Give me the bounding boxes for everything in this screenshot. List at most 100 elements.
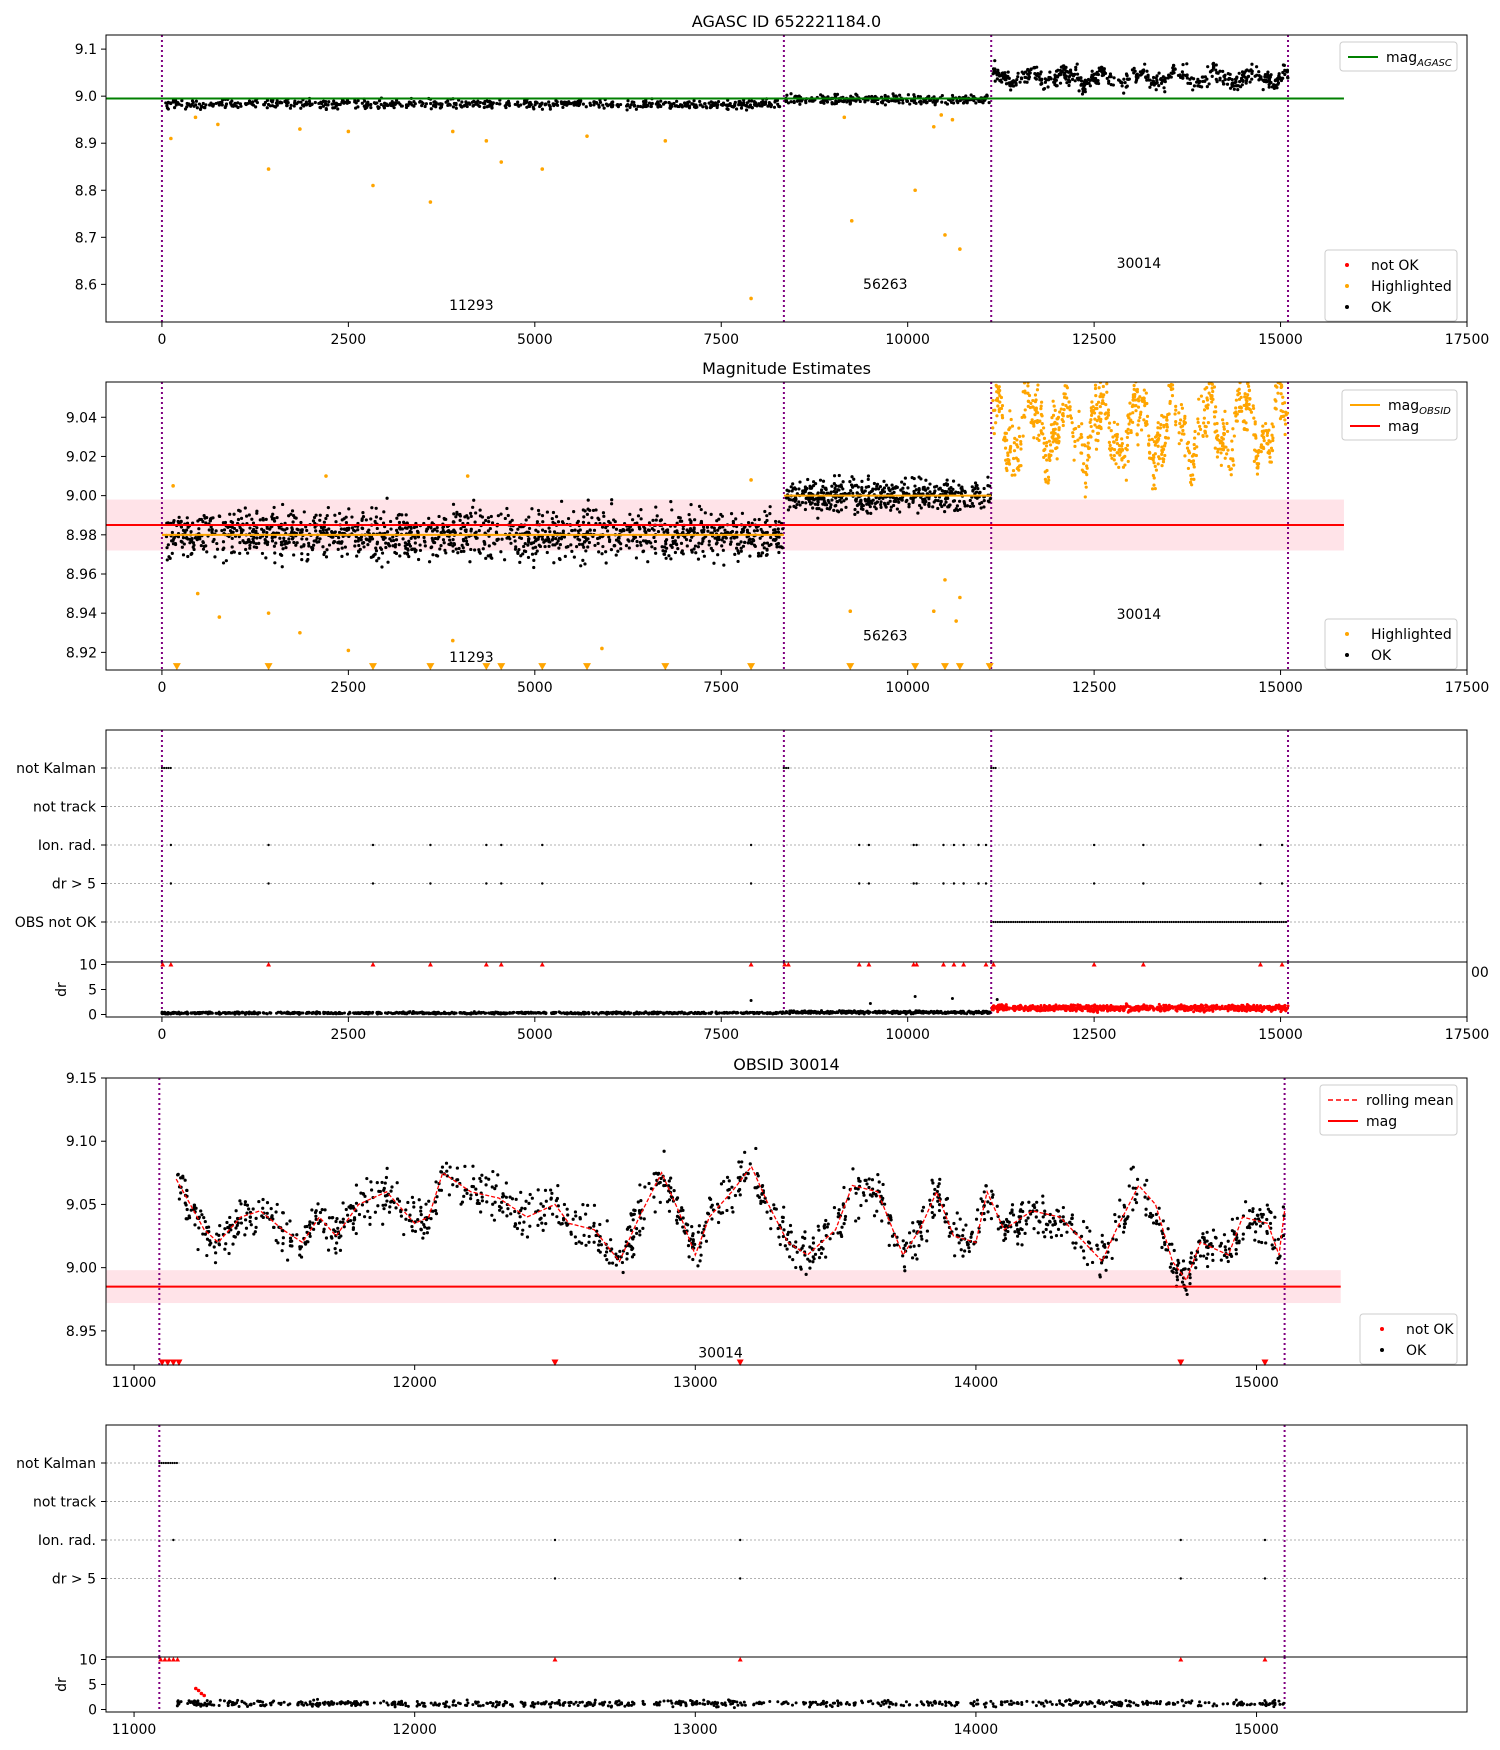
data-point bbox=[919, 477, 922, 480]
data-point bbox=[818, 497, 821, 500]
data-point bbox=[323, 551, 326, 554]
data-point bbox=[1175, 921, 1177, 923]
data-point bbox=[1165, 429, 1168, 432]
data-point bbox=[401, 537, 404, 540]
data-point bbox=[238, 552, 241, 555]
data-point bbox=[429, 882, 431, 884]
data-point bbox=[937, 499, 940, 502]
data-point bbox=[245, 515, 248, 518]
data-point bbox=[722, 536, 725, 539]
data-point bbox=[398, 543, 401, 546]
data-point bbox=[1100, 402, 1103, 405]
data-point bbox=[435, 102, 438, 105]
data-point bbox=[1223, 921, 1225, 923]
data-point bbox=[592, 103, 595, 106]
data-point bbox=[949, 486, 952, 489]
data-point bbox=[372, 844, 374, 846]
data-point bbox=[167, 767, 169, 769]
data-point bbox=[225, 559, 228, 562]
data-point bbox=[826, 100, 829, 103]
data-point bbox=[721, 104, 724, 107]
data-point bbox=[1131, 403, 1134, 406]
data-point bbox=[169, 137, 173, 141]
data-point bbox=[1254, 420, 1257, 423]
data-point bbox=[706, 530, 709, 533]
data-point bbox=[1123, 455, 1126, 458]
data-point bbox=[514, 103, 517, 106]
data-point bbox=[1222, 82, 1225, 85]
data-point bbox=[995, 767, 997, 769]
data-point bbox=[749, 478, 753, 482]
data-point bbox=[185, 528, 188, 531]
data-point bbox=[544, 103, 547, 106]
data-point bbox=[1003, 436, 1006, 439]
data-point bbox=[899, 488, 902, 491]
data-point bbox=[1238, 72, 1241, 75]
data-point bbox=[912, 497, 915, 500]
data-point bbox=[554, 1539, 556, 1541]
data-point bbox=[1034, 420, 1037, 423]
data-point bbox=[425, 528, 428, 531]
data-point bbox=[628, 527, 631, 530]
data-point bbox=[579, 564, 582, 567]
data-point bbox=[1261, 79, 1264, 82]
data-point bbox=[986, 476, 989, 479]
data-point bbox=[868, 882, 870, 884]
data-point bbox=[466, 474, 470, 478]
data-point bbox=[789, 100, 792, 103]
data-point bbox=[980, 506, 983, 509]
data-point bbox=[689, 520, 692, 523]
data-point bbox=[1065, 81, 1068, 84]
data-point bbox=[505, 537, 508, 540]
data-point bbox=[725, 107, 728, 110]
data-point bbox=[912, 844, 914, 846]
data-point bbox=[1270, 434, 1273, 437]
data-point bbox=[205, 516, 208, 519]
data-point bbox=[1131, 921, 1133, 923]
data-point bbox=[1264, 422, 1267, 425]
data-point bbox=[907, 93, 910, 96]
data-point bbox=[541, 108, 544, 111]
data-point bbox=[642, 549, 645, 552]
data-point bbox=[1199, 428, 1202, 431]
data-point bbox=[298, 631, 302, 635]
data-point bbox=[670, 105, 673, 108]
data-point bbox=[1090, 414, 1093, 417]
data-point bbox=[765, 548, 768, 551]
data-point bbox=[390, 539, 393, 542]
data-point bbox=[548, 540, 551, 543]
data-point bbox=[1006, 451, 1009, 454]
data-point bbox=[527, 556, 530, 559]
data-point bbox=[1286, 76, 1289, 79]
data-point bbox=[659, 100, 662, 103]
data-point bbox=[464, 536, 467, 539]
data-point bbox=[267, 844, 269, 846]
data-point bbox=[733, 553, 736, 556]
data-point bbox=[1238, 80, 1241, 83]
data-point bbox=[816, 517, 819, 520]
data-point bbox=[205, 550, 208, 553]
data-point bbox=[293, 516, 296, 519]
data-point bbox=[1261, 430, 1264, 433]
data-point bbox=[1084, 495, 1087, 498]
data-point bbox=[1017, 469, 1020, 472]
data-point bbox=[1097, 401, 1100, 404]
data-point bbox=[854, 93, 857, 96]
data-point bbox=[363, 100, 366, 103]
flag-category-label: not Kalman bbox=[16, 1456, 96, 1472]
data-point bbox=[850, 219, 854, 223]
data-point bbox=[732, 105, 735, 108]
data-point bbox=[375, 507, 378, 510]
y-tick-label: 8.8 bbox=[75, 183, 97, 199]
data-point bbox=[999, 921, 1001, 923]
x-tick-label: 10000 bbox=[885, 332, 930, 348]
data-point bbox=[1241, 921, 1243, 923]
data-point bbox=[183, 542, 186, 545]
obsid-label: 30014 bbox=[1117, 256, 1162, 272]
data-point bbox=[539, 545, 542, 548]
data-point bbox=[1005, 462, 1008, 465]
data-point bbox=[364, 107, 367, 110]
data-point bbox=[511, 519, 514, 522]
data-point bbox=[1234, 414, 1237, 417]
y-tick-label: 9.04 bbox=[66, 410, 97, 426]
